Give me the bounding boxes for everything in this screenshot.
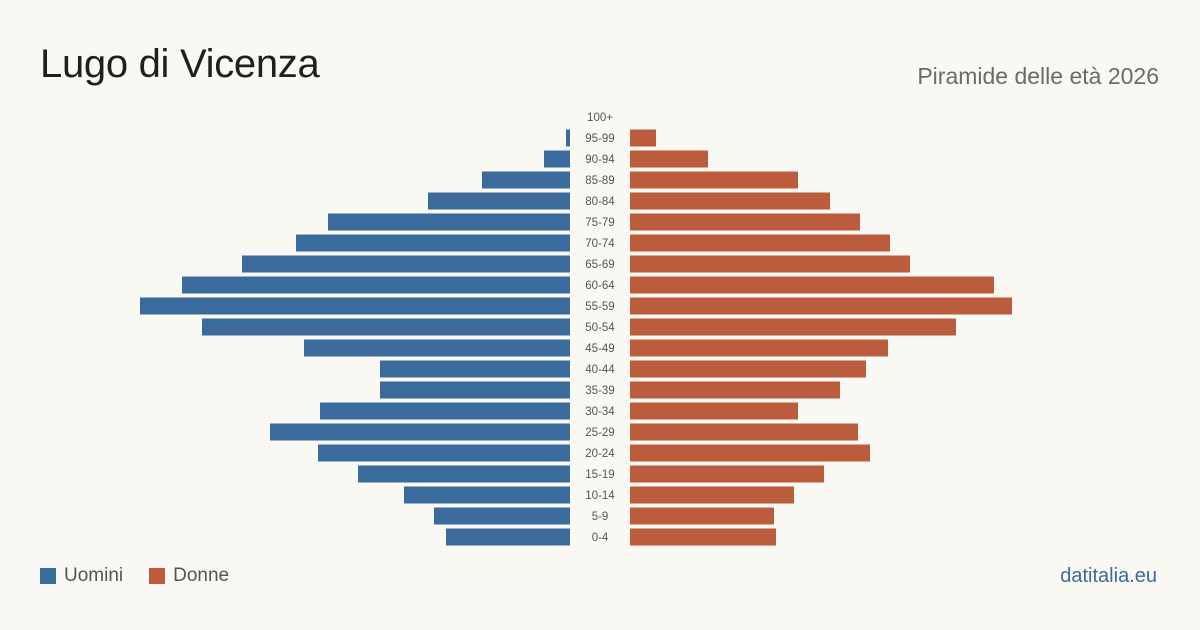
age-label-15-19: 15-19 [585,469,614,481]
bar-men-10-14 [404,486,570,504]
bar-women-15-19 [630,465,824,483]
bar-men-40-44 [380,360,570,378]
age-label-75-79: 75-79 [585,217,614,229]
age-label-20-24: 20-24 [585,448,615,460]
bar-women-95-99 [630,129,656,147]
bar-women-50-54 [630,318,956,336]
bar-men-50-54 [202,318,570,336]
bar-men-55-59 [140,297,570,315]
page-title: Lugo di Vicenza [40,42,320,86]
age-label-100+: 100+ [587,112,613,124]
age-label-40-44: 40-44 [585,364,615,376]
bar-men-75-79 [328,213,570,231]
legend-item-men: Uomini [40,565,123,587]
legend-swatch-men [40,568,56,584]
bar-men-85-89 [482,171,570,189]
age-label-95-99: 95-99 [585,133,614,145]
age-label-10-14: 10-14 [585,490,615,502]
bar-men-60-64 [182,276,570,294]
age-label-55-59: 55-59 [585,301,614,313]
bar-men-45-49 [304,339,570,357]
bar-women-75-79 [630,213,860,231]
age-label-70-74: 70-74 [585,238,615,250]
bar-women-70-74 [630,234,890,252]
bar-women-45-49 [630,339,888,357]
age-label-0-4: 0-4 [592,532,609,544]
legend-swatch-women [149,568,166,584]
bar-women-65-69 [630,255,910,273]
bar-men-35-39 [380,381,570,399]
age-label-85-89: 85-89 [585,175,614,187]
bar-men-80-84 [428,192,570,210]
age-label-60-64: 60-64 [585,280,615,292]
bar-men-90-94 [544,150,570,168]
legend-label-men: Uomini [64,565,124,586]
chart-legend: Uomini Donne [40,565,255,587]
age-label-45-49: 45-49 [585,343,614,355]
age-label-50-54: 50-54 [585,322,615,334]
chart-subtitle: Piramide delle età 2026 [917,63,1159,89]
bar-women-35-39 [630,381,840,399]
bar-women-90-94 [630,150,708,168]
age-label-90-94: 90-94 [585,154,615,166]
bar-men-70-74 [296,234,570,252]
brand-link[interactable]: datitalia.eu [1060,565,1157,587]
legend-item-women: Donne [149,565,229,587]
legend-label-women: Donne [173,565,230,586]
bar-women-25-29 [630,423,858,441]
age-label-65-69: 65-69 [585,259,614,271]
bar-women-85-89 [630,171,798,189]
bar-men-95-99 [566,129,570,147]
bar-women-55-59 [630,297,1012,315]
bar-men-20-24 [318,444,570,462]
age-label-5-9: 5-9 [592,511,609,523]
bar-women-0-4 [630,528,776,546]
bar-women-30-34 [630,402,798,420]
age-label-35-39: 35-39 [585,385,614,397]
age-label-80-84: 80-84 [585,196,615,208]
bar-women-40-44 [630,360,866,378]
age-label-25-29: 25-29 [585,427,614,439]
bar-women-60-64 [630,276,994,294]
bar-men-65-69 [242,255,570,273]
bar-women-5-9 [630,507,774,525]
bar-men-25-29 [270,423,570,441]
bar-men-0-4 [446,528,570,546]
age-label-30-34: 30-34 [585,406,615,418]
bar-men-5-9 [434,507,570,525]
bar-women-20-24 [630,444,870,462]
bar-men-30-34 [320,402,570,420]
bar-women-80-84 [630,192,830,210]
bar-men-15-19 [358,465,570,483]
bar-women-10-14 [630,486,794,504]
